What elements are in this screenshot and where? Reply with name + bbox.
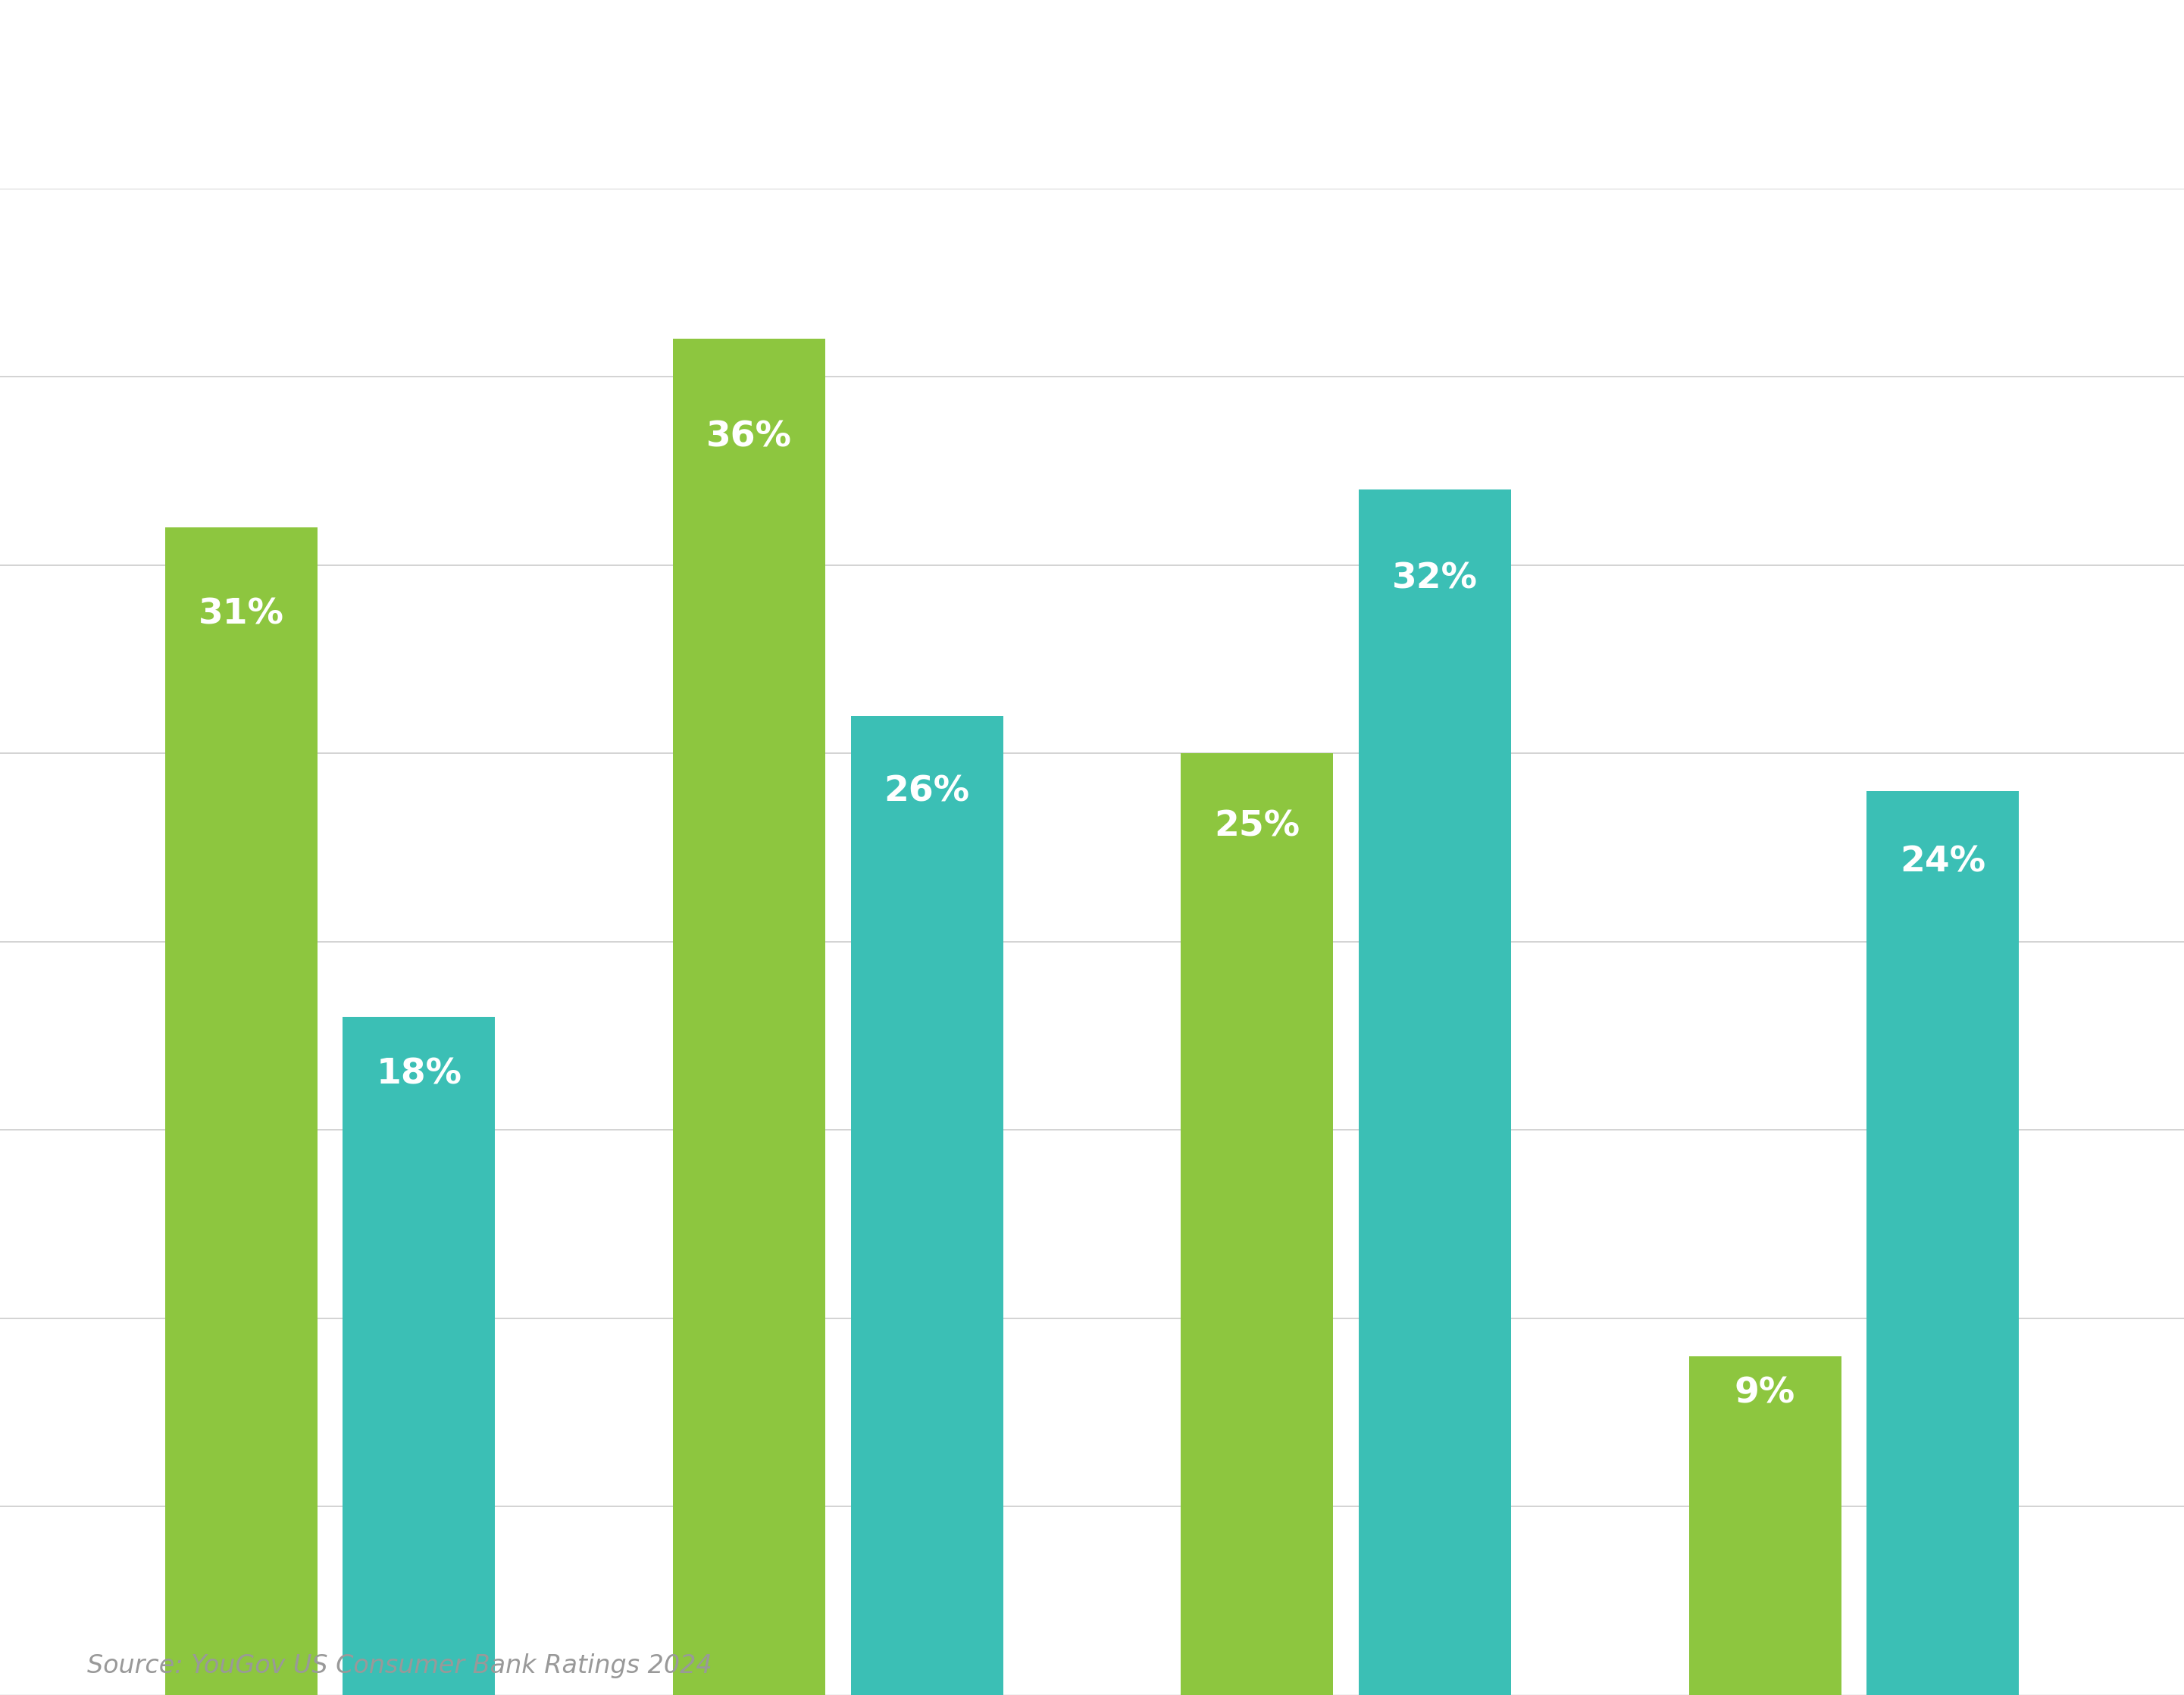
Bar bbox=[1182, 753, 1332, 1695]
Text: 24%: 24% bbox=[1900, 846, 1985, 880]
Text: 25%: 25% bbox=[1214, 810, 1299, 844]
Bar bbox=[1688, 1356, 1841, 1695]
Bar bbox=[852, 715, 1002, 1695]
Bar bbox=[1358, 490, 1511, 1695]
Text: 31%: 31% bbox=[199, 597, 284, 632]
Bar bbox=[343, 1017, 496, 1695]
Text: 32%: 32% bbox=[1391, 563, 1479, 597]
Text: NEW BANKING ACCOUNT OPENERS BY AGE GROUP: NEW BANKING ACCOUNT OPENERS BY AGE GROUP bbox=[229, 64, 1955, 124]
Text: 18%: 18% bbox=[376, 1058, 461, 1092]
Text: 9%: 9% bbox=[1734, 1376, 1795, 1410]
Text: 26%: 26% bbox=[885, 775, 970, 809]
Text: 36%: 36% bbox=[705, 420, 793, 454]
Bar bbox=[1867, 792, 2018, 1695]
Text: Source: YouGov US Consumer Bank Ratings 2024: Source: YouGov US Consumer Bank Ratings … bbox=[87, 1653, 712, 1678]
Bar bbox=[166, 527, 317, 1695]
Bar bbox=[673, 339, 826, 1695]
